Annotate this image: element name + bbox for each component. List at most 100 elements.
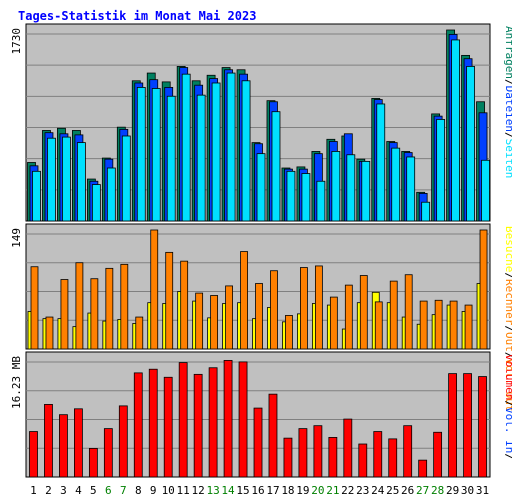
bar-rechner-day-14	[225, 285, 233, 350]
x-tick-label: 12	[192, 484, 205, 497]
ymax-label-middle: 149	[10, 228, 23, 248]
bar-seiten-day-22	[346, 154, 356, 222]
bar-rechner-day-30	[464, 304, 473, 350]
bar-rechner-day-15	[240, 251, 248, 350]
x-tick-label: 23	[356, 484, 369, 497]
x-tick-label: 3	[60, 484, 67, 497]
bar-seiten-day-24	[376, 103, 386, 222]
bar-volumen-day-7	[118, 405, 128, 478]
x-tick-label: 6	[105, 484, 112, 497]
bar-seiten-day-7	[121, 135, 131, 222]
bar-seiten-day-30	[466, 66, 475, 222]
bar-volumen-day-24	[373, 431, 383, 478]
bar-volumen-day-6	[103, 428, 113, 478]
legend-entry: In	[503, 433, 512, 453]
legend-entry: /	[503, 272, 512, 279]
legend-middle: Besuche/Rechner/Out/Vol. Out	[503, 226, 512, 411]
ymax-label-bottom: 16.23 MB	[10, 356, 23, 409]
bar-volumen-day-15	[238, 361, 248, 478]
bar-rechner-day-7	[120, 263, 129, 350]
x-tick-label: 14	[221, 484, 235, 497]
x-tick-label: 28	[431, 484, 444, 497]
bar-seiten-day-18	[286, 170, 296, 222]
bar-seiten-day-26	[406, 156, 416, 222]
bar-rechner-day-28	[434, 299, 443, 350]
bar-seiten-day-31	[481, 159, 490, 222]
bar-seiten-day-10	[166, 95, 176, 222]
bar-rechner-day-22	[344, 284, 353, 350]
bar-volumen-day-5	[88, 447, 98, 478]
x-tick-label: 18	[281, 484, 294, 497]
bar-seiten-day-4	[77, 142, 86, 222]
bar-volumen-day-4	[74, 408, 83, 478]
legend-bottom: Volumen/Vol. In/	[503, 354, 512, 460]
x-tick-label: 4	[75, 484, 82, 497]
bar-volumen-day-28	[433, 431, 443, 478]
bar-rechner-day-8	[135, 316, 144, 350]
bar-rechner-day-19	[300, 267, 308, 350]
bar-seiten-day-25	[391, 147, 401, 222]
bar-rechner-day-26	[404, 274, 413, 350]
bar-volumen-day-11	[178, 362, 188, 478]
x-tick-label: 9	[150, 484, 157, 497]
bar-seiten-day-12	[196, 94, 206, 222]
x-tick-label: 29	[446, 484, 459, 497]
bar-volumen-day-17	[268, 393, 278, 478]
legend-entry: Vol.	[503, 407, 512, 434]
x-tick-label: 31	[476, 484, 489, 497]
x-tick-label: 27	[416, 484, 429, 497]
x-tick-label: 20	[311, 484, 324, 497]
bar-volumen-day-21	[328, 437, 338, 478]
x-tick-label: 15	[236, 484, 249, 497]
bar-seiten-day-1	[32, 170, 41, 222]
chart-title: Tages-Statistik im Monat Mai 2023	[18, 9, 256, 23]
bar-seiten-day-11	[181, 73, 191, 222]
legend-entry: Anfragen	[503, 26, 512, 79]
legend-entry: Seiten	[503, 139, 512, 179]
bar-seiten-day-27	[421, 201, 431, 222]
bar-volumen-day-1	[29, 431, 38, 478]
bar-seiten-day-20	[316, 180, 326, 222]
legend-entry: Out	[503, 385, 512, 412]
x-tick-label: 7	[120, 484, 127, 497]
bar-seiten-day-14	[226, 72, 236, 222]
bar-rechner-day-24	[374, 301, 383, 350]
x-tick-label: 10	[162, 484, 175, 497]
bar-volumen-day-3	[59, 414, 68, 478]
bar-seiten-day-17	[271, 111, 281, 222]
bar-rechner-day-1	[30, 266, 39, 350]
bar-rechner-day-27	[419, 300, 428, 350]
legend-entry: Vol.	[503, 358, 512, 385]
legend-entry: Out	[503, 332, 512, 352]
bar-seiten-day-29	[451, 39, 461, 222]
bar-volumen-day-18	[283, 437, 293, 478]
bar-volumen-day-8	[133, 372, 143, 478]
bar-rechner-day-6	[105, 267, 114, 350]
bar-rechner-day-3	[60, 279, 69, 350]
bar-volumen-day-13	[208, 367, 218, 478]
bar-rechner-day-31	[479, 229, 488, 350]
bar-seiten-day-13	[211, 82, 221, 222]
legend-entry: /	[503, 325, 512, 332]
bar-volumen-day-29	[448, 373, 458, 478]
bar-rechner-day-12	[195, 292, 204, 350]
bar-seiten-day-3	[62, 136, 71, 222]
bar-seiten-day-28	[436, 119, 446, 222]
x-tick-label: 2	[45, 484, 52, 497]
bar-seiten-day-16	[256, 153, 266, 222]
bar-rechner-day-16	[255, 283, 263, 350]
bar-rechner-day-13	[210, 295, 219, 350]
x-tick-label: 13	[206, 484, 219, 497]
bar-volumen-day-14	[223, 360, 233, 478]
bar-seiten-day-23	[361, 160, 371, 222]
legend-entry: Volumen	[503, 354, 512, 400]
ymax-label-top: 1730	[10, 28, 23, 55]
bar-rechner-day-21	[329, 296, 338, 350]
x-tick-label: 17	[266, 484, 279, 497]
bar-rechner-day-11	[180, 260, 189, 350]
bar-seiten-day-9	[151, 88, 161, 222]
bar-volumen-day-22	[343, 418, 353, 478]
bar-volumen-day-26	[403, 425, 413, 478]
bar-rechner-day-2	[45, 316, 54, 350]
